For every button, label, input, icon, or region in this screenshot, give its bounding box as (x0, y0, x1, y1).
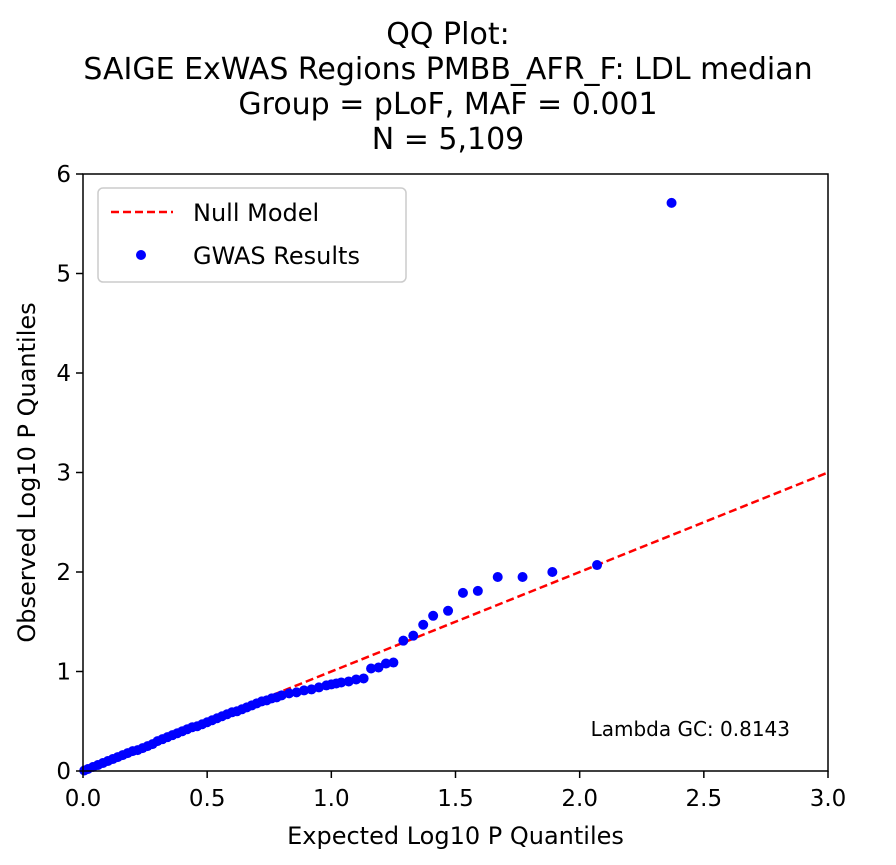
gwas-point (358, 673, 369, 684)
gwas-point (380, 658, 391, 669)
chart-title-line-2: SAIGE ExWAS Regions PMBB_AFR_F: LDL medi… (83, 52, 812, 87)
y-tick-label: 2 (56, 560, 71, 586)
y-tick-label: 5 (56, 262, 71, 288)
gwas-point (284, 688, 295, 699)
x-tick-label: 3.0 (810, 786, 847, 812)
legend-gwas-results-swatch (136, 250, 146, 260)
x-tick-label: 1.5 (437, 786, 474, 812)
gwas-point (443, 605, 454, 616)
x-tick-label: 2.5 (686, 786, 723, 812)
gwas-point (592, 560, 603, 571)
legend: Null Model GWAS Results (97, 187, 407, 283)
legend-gwas-results-label: GWAS Results (193, 242, 360, 270)
gwas-point (408, 630, 419, 641)
legend-box (97, 187, 407, 283)
gwas-point (351, 674, 362, 685)
x-axis-label: Expected Log10 P Quantiles (287, 822, 624, 850)
legend-null-model-label: Null Model (193, 199, 319, 227)
chart-title-line-3: Group = pLoF, MAF = 0.001 (238, 87, 657, 122)
gwas-point (299, 685, 310, 696)
gwas-point (366, 663, 377, 674)
gwas-point (398, 635, 409, 646)
gwas-point (472, 585, 483, 596)
y-tick-label: 0 (56, 759, 71, 785)
chart-title: QQ Plot:SAIGE ExWAS Regions PMBB_AFR_F: … (83, 17, 812, 157)
gwas-points-layer (79, 197, 677, 776)
gwas-point (666, 197, 677, 208)
chart-title-line-1: QQ Plot: (386, 17, 509, 52)
x-tick-label: 1.0 (313, 786, 350, 812)
gwas-point (388, 657, 399, 668)
gwas-point (492, 571, 503, 582)
gwas-point (457, 587, 468, 598)
lambda-gc-annotation: Lambda GC: 0.8143 (591, 717, 790, 741)
gwas-point (517, 571, 528, 582)
y-axis-ticks: 0 1 2 3 4 5 6 (56, 162, 83, 785)
y-tick-label: 4 (56, 361, 71, 387)
y-tick-label: 3 (56, 461, 71, 487)
gwas-point (373, 662, 384, 673)
y-axis-label: Observed Log10 P Quantiles (13, 302, 41, 642)
y-tick-label: 6 (56, 162, 71, 188)
gwas-point (547, 567, 558, 577)
x-tick-label: 2.0 (561, 786, 598, 812)
gwas-point (418, 619, 429, 630)
gwas-point (336, 677, 347, 688)
gwas-point (428, 610, 439, 621)
x-tick-label: 0.5 (189, 786, 226, 812)
chart-title-line-4: N = 5,109 (372, 122, 525, 157)
x-axis-ticks: 0.0 0.5 1.0 1.5 2.0 2.5 3.0 (65, 771, 847, 812)
y-tick-label: 1 (56, 660, 71, 686)
x-tick-label: 0.0 (65, 786, 102, 812)
